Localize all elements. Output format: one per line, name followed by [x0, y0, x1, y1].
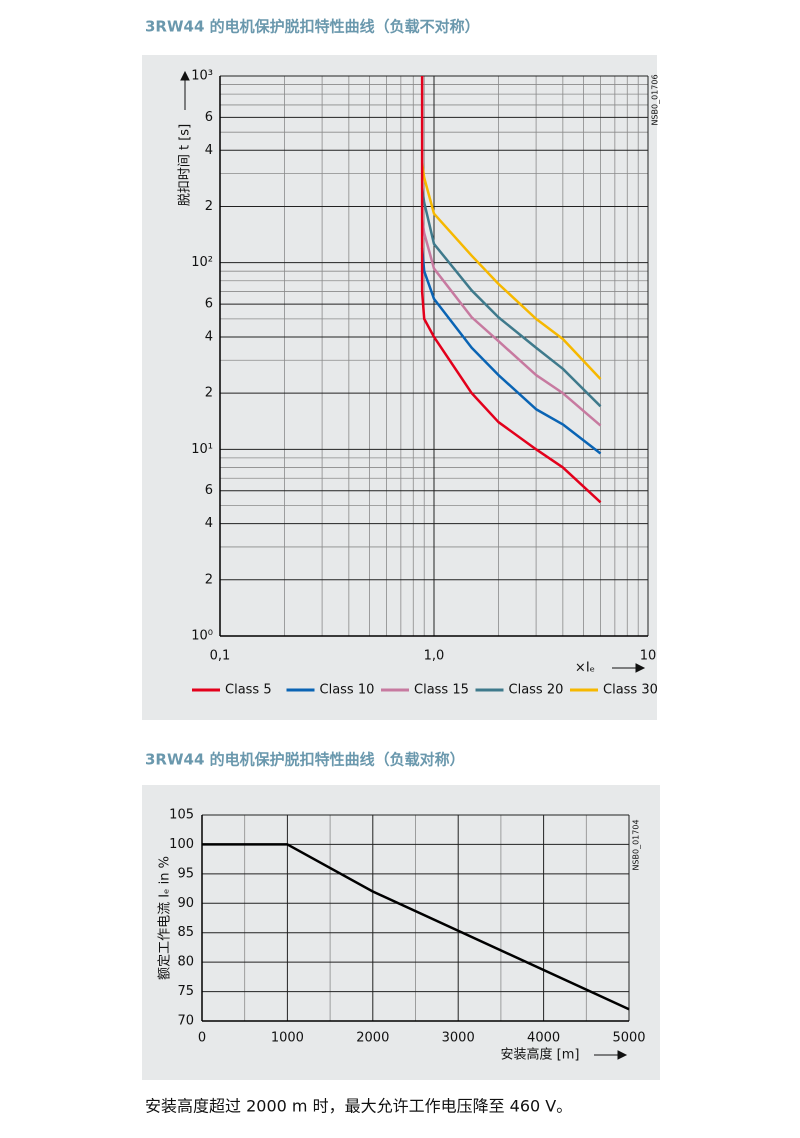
axis-arrows: [180, 70, 646, 1060]
y-tick-label: 10³: [191, 69, 213, 84]
line: [420, 247, 602, 455]
x-tick-label: 0: [198, 1031, 206, 1046]
y-tick-label: 80: [177, 955, 194, 970]
legend-label: Class 30: [603, 683, 658, 698]
y-tick-label: 6: [205, 297, 213, 312]
x-tick-label: 5000: [612, 1031, 645, 1046]
y-tick-label: 2: [205, 386, 213, 401]
x-tick-label: 2000: [356, 1031, 389, 1046]
y-tick-label: 100: [169, 837, 194, 852]
y-tick-label: 85: [177, 925, 194, 940]
y-tick-label: 10¹: [191, 442, 213, 457]
y-tick-label: 10²: [191, 255, 213, 270]
y-tick-label: 4: [205, 516, 213, 531]
x-axis-label: 安装高度 [m]: [501, 1047, 580, 1063]
y-tick-label: 90: [177, 896, 194, 911]
line: [420, 163, 602, 380]
caption: 安装高度超过 2000 m 时，最大允许工作电压降至 460 V。: [145, 1097, 572, 1116]
x-tick-label: 1,0: [424, 649, 445, 664]
x-tick-label: 4000: [527, 1031, 560, 1046]
y-axis-label: 脱扣时间 t [s]: [178, 124, 193, 206]
y-tick-label: 6: [205, 483, 213, 498]
x-tick-label: 0,1: [210, 649, 231, 664]
figure-code: NSB0_01704: [632, 819, 641, 870]
y-tick-label: 95: [177, 866, 194, 881]
y-tick-label: 6: [205, 110, 213, 125]
x-tick-label: 10: [640, 649, 657, 664]
y-tick-label: 2: [205, 199, 213, 214]
legend-label: Class 20: [509, 683, 564, 698]
chart-title: 3RW44 的电机保护脱扣特性曲线（负载对称）: [145, 751, 465, 769]
line: [420, 219, 602, 427]
legend-label: Class 5: [225, 683, 272, 698]
x-tick-label: 1000: [271, 1031, 304, 1046]
line: [202, 843, 630, 1011]
figure-code: NSB0_01706: [651, 74, 660, 125]
y-tick-label: 105: [169, 808, 194, 823]
legend-label: Class 10: [320, 683, 375, 698]
y-tick-label: 4: [205, 329, 213, 344]
panel: [142, 55, 657, 720]
y-tick-label: 75: [177, 984, 194, 999]
line: [420, 188, 602, 408]
y-tick-label: 2: [205, 572, 213, 587]
y-axis-label: 额定工作电流 Iₑ in %: [158, 856, 173, 980]
chart-title: 3RW44 的电机保护脱扣特性曲线（负载不对称）: [145, 18, 480, 36]
y-tick-label: 4: [205, 143, 213, 158]
line: [420, 76, 602, 504]
x-tick-label: 3000: [442, 1031, 475, 1046]
x-axis-label: ×Iₑ: [575, 661, 595, 676]
y-tick-label: 70: [177, 1014, 194, 1029]
y-tick-label: 10⁰: [191, 629, 213, 644]
legend-label: Class 15: [414, 683, 469, 698]
